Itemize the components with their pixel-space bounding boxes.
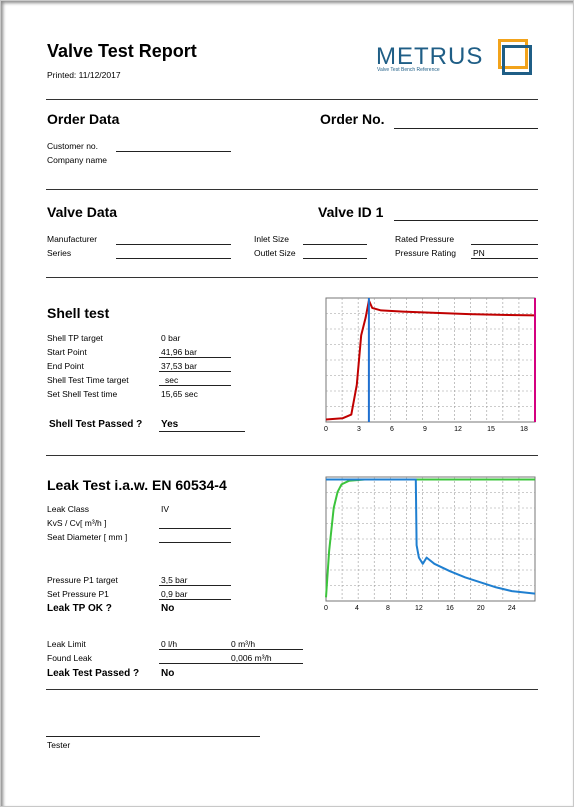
set-p1-label: Set Pressure P1 [47,589,109,599]
shell-passed-value: Yes [161,419,179,430]
x-tick-label: 20 [477,605,485,612]
start-point-underline [159,357,231,358]
x-tick-label: 18 [520,426,528,433]
kvs-label: KvS / Cv[ m³/h ] [47,518,107,528]
series-line-0 [325,299,536,421]
leak-class-label: Leak Class [47,504,90,514]
leak-test-chart: 0 4 8 12 16 20 24 [324,476,536,612]
x-tick-label: 0 [324,426,328,433]
set-p1-value: 0,9 bar [161,589,188,599]
pressure-rating-field [471,258,538,259]
metrus-logo: METRUS Valve Test Bench Reference [376,37,541,81]
divider [46,277,538,278]
leak-class-value: IV [161,504,170,514]
tester-label: Tester [47,740,71,750]
valve-id-field [394,220,538,221]
inlet-size-field [303,244,367,245]
valve-data-title: Valve Data [47,204,118,220]
customer-no-field [116,151,231,152]
p1-target-label: Pressure P1 target [47,575,118,585]
seat-diameter-label: Seat Diameter [ mm ] [47,532,128,542]
shell-test-title: Shell test [47,305,110,321]
x-tick-label: 8 [386,605,390,612]
pressure-rating-label: Pressure Rating [395,248,456,258]
tester-signature-line [46,736,260,737]
shell-time-target-value: sec [165,375,179,385]
leak-tp-ok-label: Leak TP OK ? [47,603,112,614]
kvs-field [159,528,231,529]
leak-tp-ok-value: No [161,603,175,614]
leak-limit-value-lh: 0 l/h [161,639,178,649]
found-leak-underline [159,663,303,664]
rated-pressure-label: Rated Pressure [395,234,455,244]
seat-diameter-field [159,542,231,543]
divider [46,189,538,190]
shell-passed-underline [159,431,245,432]
order-data-title: Order Data [47,111,120,127]
order-no-field [394,128,538,129]
series-line-1 [326,478,536,595]
x-tick-label: 24 [508,605,516,612]
manufacturer-label: Manufacturer [47,234,98,244]
x-tick-label: 12 [454,426,462,433]
x-tick-label: 3 [357,426,361,433]
shell-tp-target-value: 0 bar [161,333,181,343]
start-point-value: 41,96 bar [161,347,197,357]
leak-limit-underline [159,649,303,650]
shell-time-target-label: Shell Test Time target [47,375,129,385]
series-label: Series [47,248,72,258]
end-point-value: 37,53 bar [161,361,197,371]
leak-passed-value: No [161,668,175,679]
customer-no-label: Customer no. [47,141,99,151]
leak-limit-label: Leak Limit [47,639,86,649]
logo-square-orange [498,39,528,69]
shell-test-chart: 0 3 6 9 12 15 18 [324,297,536,433]
divider [46,455,538,456]
logo-square-blue [502,45,532,75]
p1-target-underline [159,585,231,586]
found-leak-value: 0,006 m³/h [231,653,272,663]
manufacturer-field [116,244,231,245]
x-tick-label: 4 [355,605,359,612]
pressure-rating-value: PN [473,248,485,258]
outlet-size-label: Outlet Size [254,248,296,258]
end-point-underline [159,371,231,372]
inlet-size-label: Inlet Size [254,234,289,244]
leak-test-title: Leak Test i.a.w. EN 60534-4 [47,477,227,493]
x-tick-label: 12 [415,605,423,612]
printed-date: Printed: 11/12/2017 [47,70,121,80]
shell-tp-target-label: Shell TP target [47,333,103,343]
set-shell-time-label: Set Shell Test time [47,389,118,399]
logo-text: METRUS [376,43,484,70]
x-tick-label: 9 [423,426,427,433]
company-name-label: Company name [47,155,108,165]
divider [46,99,538,100]
x-tick-label: 15 [487,426,495,433]
leak-limit-value-m3h: 0 m³/h [231,639,256,649]
order-no-label: Order No. [320,111,385,127]
series-field [116,258,231,259]
outlet-size-field [303,258,367,259]
set-shell-time-value: 15,65 sec [161,389,198,399]
x-tick-label: 6 [390,426,394,433]
shell-passed-label: Shell Test Passed ? [49,419,143,430]
end-point-label: End Point [47,361,84,371]
shell-time-target-underline [159,385,231,386]
p1-target-value: 3,5 bar [161,575,188,585]
x-tick-label: 16 [446,605,454,612]
start-point-label: Start Point [47,347,87,357]
set-p1-underline [159,599,231,600]
divider [46,689,538,690]
leak-passed-label: Leak Test Passed ? [47,668,140,679]
report-title: Valve Test Report [47,41,197,61]
logo-tagline: Valve Test Bench Reference [377,67,440,73]
rated-pressure-field [471,244,538,245]
x-tick-label: 0 [324,605,328,612]
valve-id-label: Valve ID 1 [318,204,384,220]
found-leak-label: Found Leak [47,653,92,663]
